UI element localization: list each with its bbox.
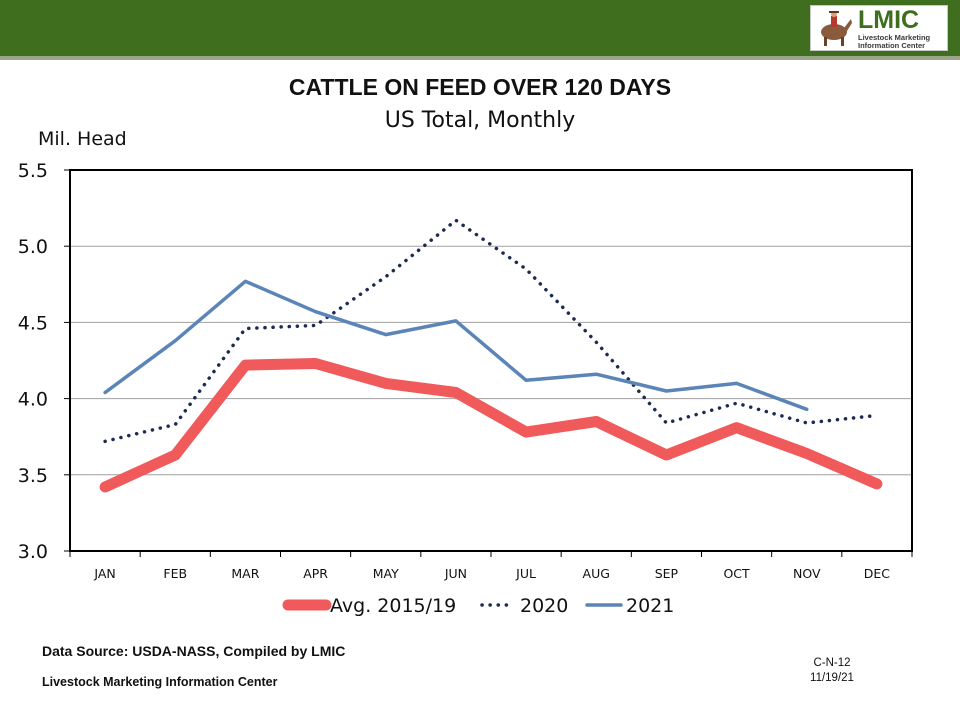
line-chart: 3.0 3.5 4.0 4.5 5.0 5.5 JAN FEB MAR APR MAY JUN JUL A… (18, 160, 913, 617)
legend-label: Avg. 2015/19 (330, 595, 456, 617)
y-tick-label: 3.0 (18, 541, 48, 563)
organization-name: Livestock Marketing Information Center (42, 675, 278, 689)
x-tick-label: MAY (373, 566, 399, 581)
chart-subtitle: US Total, Monthly (384, 108, 576, 133)
x-tick-label: DEC (864, 566, 891, 581)
chart-date: 11/19/21 (810, 672, 854, 684)
series-line-avg-2015-19 (99, 358, 883, 493)
x-tick-label: FEB (163, 566, 187, 581)
logo-subtitle: Livestock Marketing Information Center (858, 33, 931, 50)
cowboy-horse-icon (821, 11, 852, 46)
y-tick-label: 5.0 (18, 236, 48, 258)
lmic-logo: LMIC Livestock Marketing Information Cen… (810, 5, 948, 51)
x-tick-label: MAR (231, 566, 259, 581)
chart-id: C-N-12 (813, 657, 851, 669)
x-tick-label: NOV (793, 566, 821, 581)
x-tick-label: APR (303, 566, 328, 581)
legend-label: 2020 (520, 595, 568, 617)
y-tick-label: 3.5 (18, 465, 48, 487)
x-tick-label: OCT (723, 566, 750, 581)
series-line-2020 (103, 218, 879, 444)
data-source-note: Data Source: USDA-NASS, Compiled by LMIC (42, 643, 346, 659)
chart-code: C-N-12 11/19/21 (790, 656, 874, 686)
x-tick-label: JAN (93, 566, 115, 581)
x-tick-label: AUG (583, 566, 610, 581)
y-tick-label: 4.5 (18, 312, 48, 334)
header-divider (0, 56, 960, 60)
chart-title: CATTLE ON FEED OVER 120 DAYS (288, 74, 672, 100)
y-axis-label: Mil. Head (38, 128, 127, 150)
x-tick-label: JUL (515, 566, 536, 581)
plot-area-border (69, 169, 913, 552)
x-tick-label: JUN (444, 566, 467, 581)
legend-label: 2021 (626, 595, 674, 617)
header-bar (0, 0, 960, 56)
x-tick-label: SEP (655, 566, 679, 581)
y-tick-label: 4.0 (18, 389, 48, 411)
logo-title: LMIC (858, 6, 920, 34)
y-tick-label: 5.5 (18, 160, 48, 182)
